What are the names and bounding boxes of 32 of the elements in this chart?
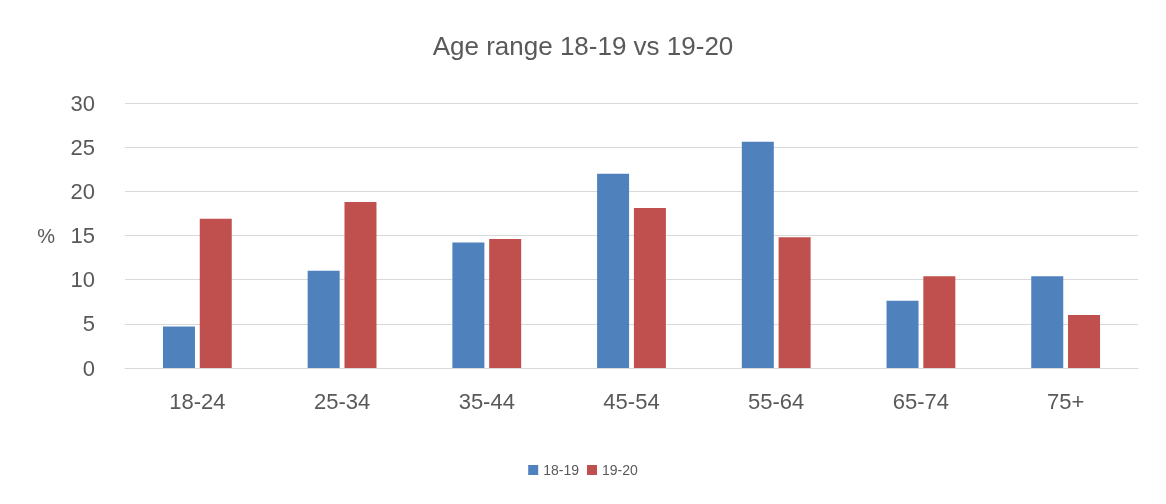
bar [452,242,485,368]
y-tick-label: 20 [70,178,95,204]
y-tick-label: 5 [82,311,95,337]
x-tick-label: 75+ [1046,388,1085,414]
y-tick-label: 30 [70,90,95,116]
x-tick-label: 25-34 [313,388,371,414]
legend-label: 18-19 [543,462,580,478]
x-tick-label: 18-24 [169,388,226,414]
bar [741,141,774,368]
y-tick-label: 25 [70,134,95,160]
x-tick-label: 45-54 [603,388,660,414]
y-axis-title: % [37,224,56,247]
bar [199,218,232,368]
bar [1031,276,1064,368]
bar [886,300,919,368]
chart-title: Age range 18-19 vs 19-20 [432,31,734,61]
x-tick-label: 65-74 [892,388,950,414]
y-tick-label: 0 [82,355,95,381]
bar [489,239,522,368]
bar [633,208,666,368]
y-tick-label: 15 [70,223,95,248]
bar [597,173,630,368]
x-tick-label: 35-44 [458,388,515,414]
bar [162,326,195,368]
bar [778,237,811,368]
bar [923,276,956,368]
y-tick-label: 10 [70,267,95,293]
x-tick-label: 55-64 [748,388,805,414]
bar [1068,315,1101,368]
bar [307,270,340,368]
bar [344,201,377,368]
legend-label: 19-20 [602,462,639,478]
